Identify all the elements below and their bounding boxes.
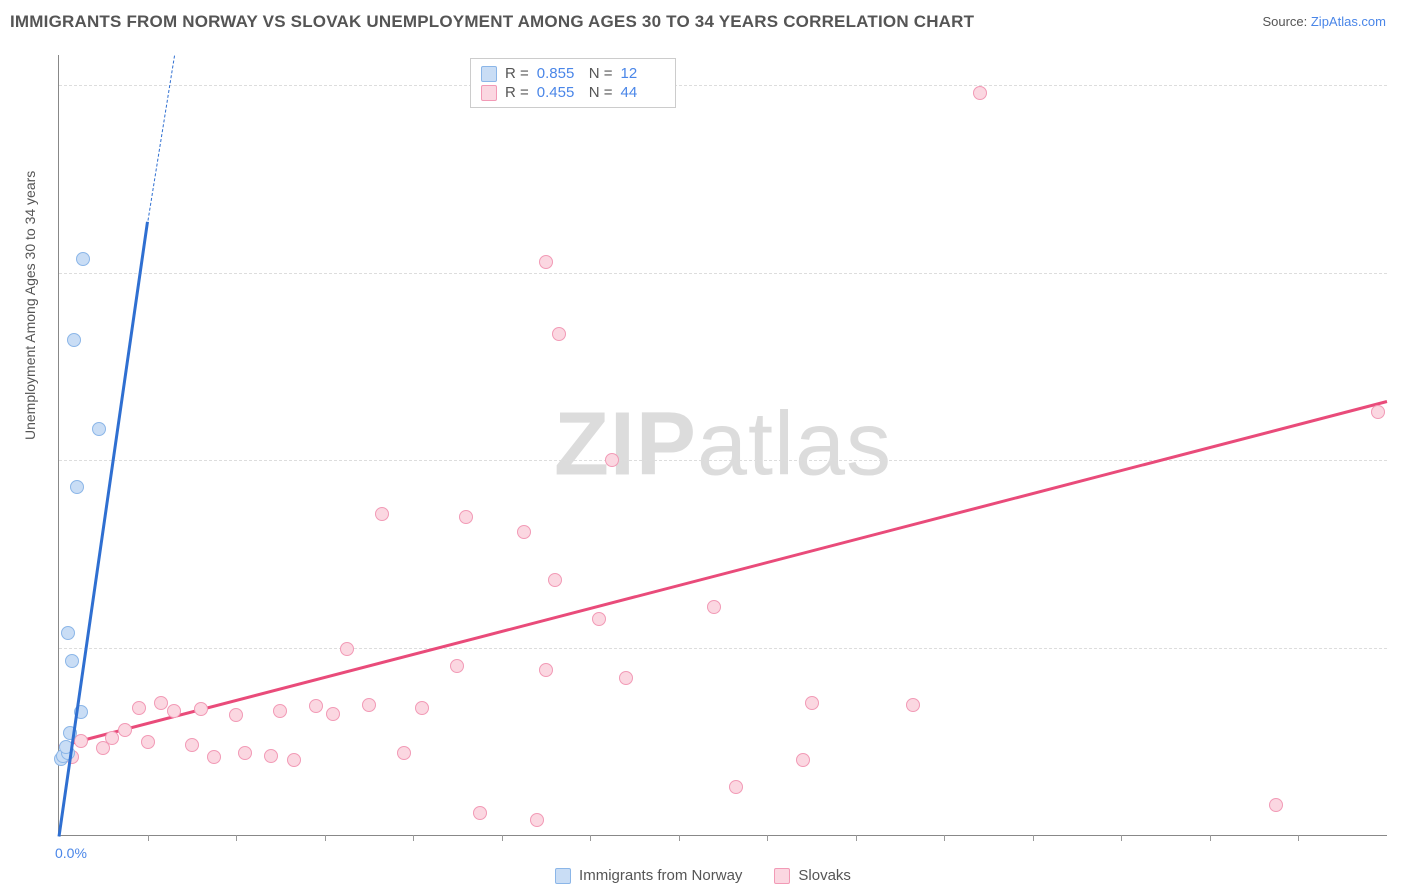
data-point-slovaks [906,698,920,712]
source-attribution: Source: ZipAtlas.com [1262,14,1386,29]
data-point-slovaks [326,707,340,721]
xtick [590,835,591,841]
data-point-slovaks [287,753,301,767]
y-axis-label: Unemployment Among Ages 30 to 34 years [22,171,38,440]
swatch-slovaks-icon [774,868,790,884]
data-point-slovaks [207,750,221,764]
data-point-slovaks [1371,405,1385,419]
data-point-slovaks [264,749,278,763]
chart-title: IMMIGRANTS FROM NORWAY VS SLOVAK UNEMPLO… [10,12,974,32]
n-value-norway: 12 [621,65,665,82]
xtick [325,835,326,841]
data-point-slovaks [397,746,411,760]
legend-item-norway: Immigrants from Norway [555,867,742,884]
xtick [148,835,149,841]
xtick [502,835,503,841]
source-label: Source: [1262,14,1310,29]
data-point-slovaks [796,753,810,767]
data-point-slovaks [118,723,132,737]
data-point-slovaks [132,701,146,715]
chart-plot-area: ZIPatlas 12.5%25.0%37.5%50.0%0.0%30.0% [58,55,1387,836]
xtick [1033,835,1034,841]
data-point-slovaks [375,507,389,521]
data-point-slovaks [415,701,429,715]
data-point-slovaks [167,704,181,718]
data-point-slovaks [592,612,606,626]
data-point-slovaks [362,698,376,712]
xtick [856,835,857,841]
ytick-label: 25.0% [1394,452,1406,468]
data-point-norway [65,654,79,668]
xtick [944,835,945,841]
data-point-slovaks [185,738,199,752]
data-point-slovaks [548,573,562,587]
data-point-slovaks [141,735,155,749]
xtick [236,835,237,841]
data-point-slovaks [729,780,743,794]
legend-label-slovaks: Slovaks [798,867,851,884]
data-point-slovaks [238,746,252,760]
data-point-slovaks [619,671,633,685]
data-point-slovaks [539,255,553,269]
xtick [1121,835,1122,841]
gridline-h [59,460,1387,461]
data-point-norway [61,626,75,640]
data-point-norway [67,333,81,347]
data-point-slovaks [450,659,464,673]
data-point-slovaks [805,696,819,710]
correlation-legend: R = 0.855 N = 12 R = 0.455 N = 44 [470,58,676,108]
data-point-norway [92,422,106,436]
legend-row-norway: R = 0.855 N = 12 [481,65,665,82]
watermark: ZIPatlas [554,394,892,497]
xtick [679,835,680,841]
data-point-slovaks [154,696,168,710]
trend-line [59,400,1388,747]
gridline-h [59,85,1387,86]
xtick [1210,835,1211,841]
data-point-slovaks [229,708,243,722]
data-point-slovaks [105,731,119,745]
data-point-norway [70,480,84,494]
gridline-h [59,648,1387,649]
data-point-slovaks [539,663,553,677]
data-point-slovaks [340,642,354,656]
data-point-slovaks [459,510,473,524]
data-point-slovaks [194,702,208,716]
data-point-slovaks [530,813,544,827]
legend-row-slovaks: R = 0.455 N = 44 [481,84,665,101]
data-point-slovaks [707,600,721,614]
xtick [767,835,768,841]
swatch-norway-icon [555,868,571,884]
data-point-slovaks [473,806,487,820]
data-point-slovaks [309,699,323,713]
data-point-slovaks [273,704,287,718]
data-point-norway [76,252,90,266]
legend-item-slovaks: Slovaks [774,867,851,884]
ytick-label: 12.5% [1394,640,1406,656]
data-point-slovaks [552,327,566,341]
ytick-label: 50.0% [1394,77,1406,93]
xtick-label-max: 30.0% [1394,845,1406,861]
swatch-slovaks [481,85,497,101]
source-link[interactable]: ZipAtlas.com [1311,14,1386,29]
ytick-label: 37.5% [1394,265,1406,281]
data-point-slovaks [973,86,987,100]
r-value-slovaks: 0.455 [537,84,581,101]
trend-line-extension [147,55,175,220]
xtick [1298,835,1299,841]
data-point-slovaks [1269,798,1283,812]
data-point-slovaks [517,525,531,539]
legend-label-norway: Immigrants from Norway [579,867,742,884]
data-point-slovaks [605,453,619,467]
r-value-norway: 0.855 [537,65,581,82]
swatch-norway [481,66,497,82]
xtick [413,835,414,841]
series-legend: Immigrants from Norway Slovaks [0,867,1406,884]
n-value-slovaks: 44 [621,84,665,101]
xtick-label-min: 0.0% [55,845,87,861]
gridline-h [59,273,1387,274]
